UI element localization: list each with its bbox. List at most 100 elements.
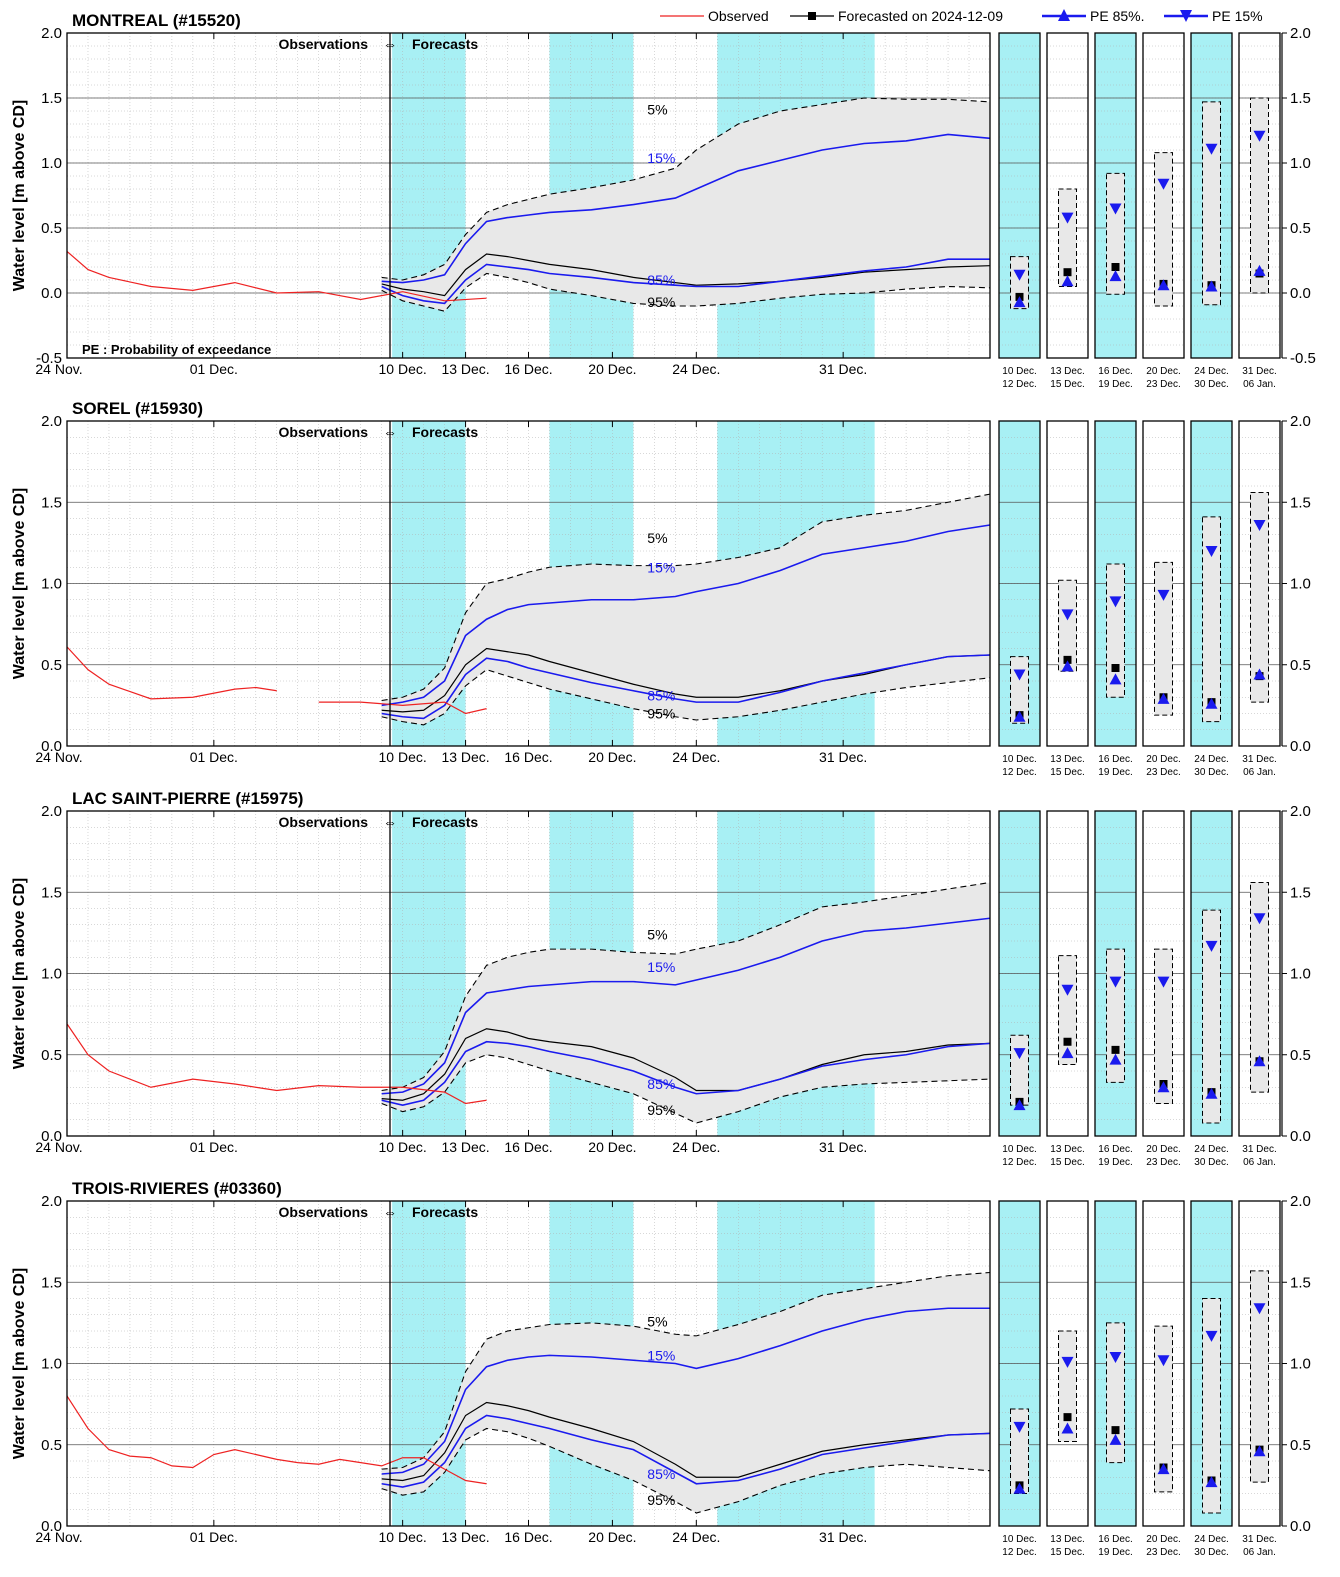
- x-tick-label: 13 Dec.: [441, 361, 489, 377]
- label-95pct: 95%: [647, 706, 675, 722]
- period-box: 31 Dec. 06 Jan.: [1238, 810, 1281, 1168]
- box-range: [1250, 492, 1269, 703]
- box-range: [1202, 516, 1221, 723]
- box-frame: [1046, 420, 1089, 747]
- box-pe15-marker: [1013, 269, 1026, 281]
- box-pe85-marker: [1253, 1445, 1266, 1457]
- x-tick-label: 31 Dec.: [819, 749, 867, 765]
- box-pe85-marker: [1013, 710, 1026, 722]
- period-label-end: 19 Dec.: [1098, 767, 1132, 778]
- x-tick-label: 20 Dec.: [588, 361, 636, 377]
- label-15pct: 15%: [647, 150, 675, 166]
- x-tick-label: 13 Dec.: [441, 749, 489, 765]
- y-tick-label-left: 1.5: [41, 884, 62, 901]
- x-tick-label: 24 Dec.: [672, 749, 720, 765]
- panel-title: LAC SAINT-PIERRE (#15975): [72, 789, 303, 808]
- box-pe15-marker: [1061, 609, 1074, 621]
- x-tick-label: 24 Dec.: [672, 1139, 720, 1155]
- arrow-glyph: ⇔: [383, 424, 397, 440]
- box-frame: [1046, 810, 1089, 1137]
- y-tick-label-left: 2.0: [41, 413, 62, 430]
- forecasts-label: Forecasts: [412, 1204, 478, 1220]
- y-tick-label-right: 0.0: [1290, 738, 1311, 755]
- period-label-start: 31 Dec.: [1242, 1534, 1276, 1545]
- period-label-start: 20 Dec.: [1146, 1144, 1180, 1155]
- period-box: 31 Dec. 06 Jan.: [1238, 1200, 1281, 1558]
- period-label-end: 23 Dec.: [1146, 767, 1180, 778]
- box-pe15-marker: [1109, 203, 1122, 215]
- y-axis-label: Water level [m above CD]: [11, 1268, 28, 1459]
- shade-band: [392, 33, 466, 358]
- legend-forecast-marker: [808, 12, 816, 20]
- period-label-end: 19 Dec.: [1098, 379, 1132, 390]
- box-forecast-marker: [1111, 263, 1120, 271]
- box-pe85-marker: [1013, 1099, 1026, 1111]
- period-box: 13 Dec. 15 Dec.: [1046, 810, 1089, 1168]
- pe85-line: [381, 1040, 991, 1106]
- box-pe15-marker: [1013, 669, 1026, 681]
- y-tick-label-left: 0.0: [41, 738, 62, 755]
- forecast-line: [381, 253, 991, 297]
- label-5pct: 5%: [647, 102, 667, 118]
- y-axis-label: Water level [m above CD]: [11, 100, 28, 291]
- period-label-end: 06 Jan.: [1243, 767, 1276, 778]
- period-label-end: 30 Dec.: [1194, 767, 1228, 778]
- observations-label: Observations: [279, 1204, 369, 1220]
- arrow-glyph: ⇔: [383, 814, 397, 830]
- box-frame: [998, 1200, 1041, 1527]
- x-tick-label: 24 Nov.: [35, 749, 82, 765]
- legend-pe15-label: PE 15%: [1212, 8, 1263, 24]
- period-box: 20 Dec. 23 Dec.: [1142, 32, 1185, 390]
- label-15pct: 15%: [647, 1347, 675, 1363]
- percentile-band: [381, 1272, 991, 1513]
- y-tick-label-left: 0.5: [41, 657, 62, 674]
- legend-pe15-marker: [1180, 10, 1192, 22]
- box-range: [1010, 1034, 1029, 1106]
- y-tick-label-right: 1.0: [1290, 966, 1311, 983]
- observed-line: [66, 646, 277, 700]
- box-frame: [1238, 1200, 1281, 1527]
- box-pe85-marker: [1109, 270, 1122, 282]
- legend-forecast-label: Forecasted on 2024-12-09: [838, 8, 1003, 24]
- box-range: [1154, 152, 1173, 307]
- box-pe85-marker: [1061, 1422, 1074, 1434]
- y-tick-label-left: 0.5: [41, 1047, 62, 1064]
- x-tick-label: 10 Dec.: [379, 1529, 427, 1545]
- box-range: [1250, 882, 1269, 1093]
- box-frame: [1238, 420, 1281, 747]
- period-label-end: 12 Dec.: [1002, 379, 1036, 390]
- box-pe15-marker: [1061, 1356, 1074, 1368]
- box-pe15-marker: [1253, 1303, 1266, 1315]
- x-tick-label: 24 Nov.: [35, 1139, 82, 1155]
- box-pe85-marker: [1109, 1053, 1122, 1065]
- period-box: 16 Dec. 19 Dec.: [1094, 420, 1137, 778]
- period-label-end: 23 Dec.: [1146, 379, 1180, 390]
- period-label-start: 16 Dec.: [1098, 754, 1132, 765]
- period-label-start: 10 Dec.: [1002, 1534, 1036, 1545]
- y-tick-label-right: 1.0: [1290, 1356, 1311, 1373]
- label-5pct: 5%: [647, 927, 667, 943]
- pe15-line: [381, 917, 991, 1095]
- label-85pct: 85%: [647, 272, 675, 288]
- period-box: 16 Dec. 19 Dec.: [1094, 32, 1137, 390]
- box-pe85-marker: [1013, 1482, 1026, 1494]
- box-frame: [1142, 1200, 1185, 1527]
- x-tick-label: 31 Dec.: [819, 1529, 867, 1545]
- legend: Observed Forecasted on 2024-12-09 PE 85%…: [660, 8, 1263, 24]
- box-frame: [1094, 32, 1137, 359]
- y-tick-label-right: 1.5: [1290, 90, 1311, 107]
- y-tick-label-left: 0.5: [41, 220, 62, 237]
- box-forecast-marker: [1063, 1037, 1072, 1046]
- x-tick-label: 20 Dec.: [588, 749, 636, 765]
- period-label-start: 16 Dec.: [1098, 366, 1132, 377]
- y-tick-label-left: 1.0: [41, 155, 62, 172]
- forecasts-label: Forecasts: [412, 814, 478, 830]
- period-box: 13 Dec. 15 Dec.: [1046, 1200, 1089, 1558]
- box-range: [1058, 579, 1077, 672]
- period-label-end: 23 Dec.: [1146, 1547, 1180, 1558]
- panel-title: MONTREAL (#15520): [72, 11, 241, 30]
- y-tick-label-left: 1.5: [41, 1274, 62, 1291]
- box-range: [1010, 256, 1029, 310]
- y-tick-label-right: 0.5: [1290, 657, 1311, 674]
- p05-line: [381, 1271, 991, 1470]
